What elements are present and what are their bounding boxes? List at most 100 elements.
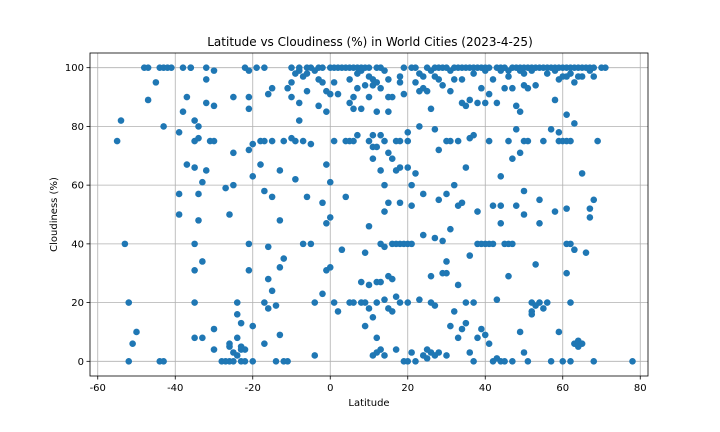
data-point — [179, 64, 187, 71]
data-point — [505, 73, 512, 80]
data-point — [191, 266, 198, 274]
data-point — [450, 181, 458, 189]
data-point — [532, 82, 539, 89]
data-point — [540, 137, 547, 145]
data-point — [257, 161, 264, 168]
data-point — [509, 240, 516, 248]
data-point — [233, 334, 241, 342]
data-point — [125, 358, 133, 365]
data-point — [388, 155, 396, 163]
data-point — [311, 299, 319, 306]
data-point — [385, 199, 392, 207]
data-point — [520, 70, 528, 77]
data-point — [590, 73, 598, 80]
data-point — [505, 272, 512, 280]
data-point — [303, 87, 311, 95]
data-point — [369, 313, 377, 321]
data-point — [249, 322, 257, 330]
data-point — [350, 137, 357, 145]
x-tick-label: -20 — [245, 383, 261, 394]
data-point — [590, 358, 598, 365]
data-point — [481, 331, 489, 339]
data-point — [326, 90, 334, 98]
data-point — [373, 299, 381, 306]
data-point — [202, 64, 210, 71]
data-point — [520, 187, 528, 195]
data-point — [516, 108, 524, 116]
data-point — [307, 240, 315, 248]
data-point — [326, 178, 334, 186]
data-point — [315, 102, 322, 110]
data-point — [280, 255, 288, 262]
data-point — [191, 164, 198, 171]
y-tick-label: 60 — [71, 181, 84, 192]
x-tick-label: 80 — [634, 383, 647, 394]
data-point — [195, 217, 202, 224]
data-point — [466, 96, 474, 104]
data-point — [563, 205, 570, 212]
data-point — [299, 240, 307, 248]
data-point — [381, 67, 388, 74]
data-point — [241, 346, 249, 353]
data-point — [396, 137, 404, 145]
y-tick-label: 20 — [71, 298, 84, 309]
data-point — [326, 264, 334, 271]
data-point — [412, 79, 419, 86]
data-point — [470, 70, 477, 77]
data-point — [563, 269, 570, 277]
data-point — [516, 328, 524, 336]
data-point — [485, 137, 493, 145]
data-point — [245, 67, 253, 74]
data-point — [350, 299, 357, 306]
data-point — [222, 358, 229, 365]
data-point — [276, 264, 284, 271]
data-point — [264, 243, 272, 251]
data-point — [431, 302, 439, 309]
data-point — [323, 161, 330, 168]
data-point — [249, 140, 257, 148]
data-point — [485, 64, 493, 71]
data-point — [594, 137, 601, 145]
data-point — [183, 161, 191, 168]
data-point — [233, 311, 241, 318]
data-point — [388, 93, 396, 101]
data-point — [590, 196, 598, 204]
chart-title: Latitude vs Cloudiness (%) in World Citi… — [207, 35, 533, 49]
data-point — [268, 137, 276, 145]
y-axis-label: Cloudiness (%) — [49, 177, 60, 252]
data-point — [567, 240, 574, 248]
data-point — [443, 352, 450, 359]
data-point — [249, 358, 257, 365]
data-point — [497, 173, 505, 180]
data-point — [404, 128, 412, 136]
data-point — [385, 108, 392, 116]
data-point — [412, 64, 419, 71]
data-point — [319, 64, 326, 71]
data-point — [462, 319, 470, 327]
data-point — [377, 346, 384, 353]
data-point — [357, 278, 365, 286]
grid — [90, 53, 648, 376]
data-point — [466, 252, 474, 259]
data-point — [377, 84, 384, 92]
data-point — [191, 334, 198, 342]
x-tick-label: -40 — [167, 383, 183, 394]
data-point — [435, 146, 443, 154]
data-point — [365, 64, 373, 71]
data-point — [330, 299, 338, 306]
data-point — [408, 181, 415, 189]
data-point — [423, 87, 431, 95]
data-point — [567, 358, 574, 365]
data-point — [222, 184, 229, 192]
data-point — [179, 108, 187, 116]
y-tick-label: 40 — [71, 239, 84, 250]
data-point — [199, 258, 206, 265]
data-point — [381, 243, 388, 251]
data-point — [392, 293, 400, 301]
data-point — [501, 358, 508, 365]
data-point — [288, 93, 295, 101]
data-point — [512, 126, 520, 133]
data-point — [543, 70, 551, 77]
data-point — [210, 346, 218, 353]
